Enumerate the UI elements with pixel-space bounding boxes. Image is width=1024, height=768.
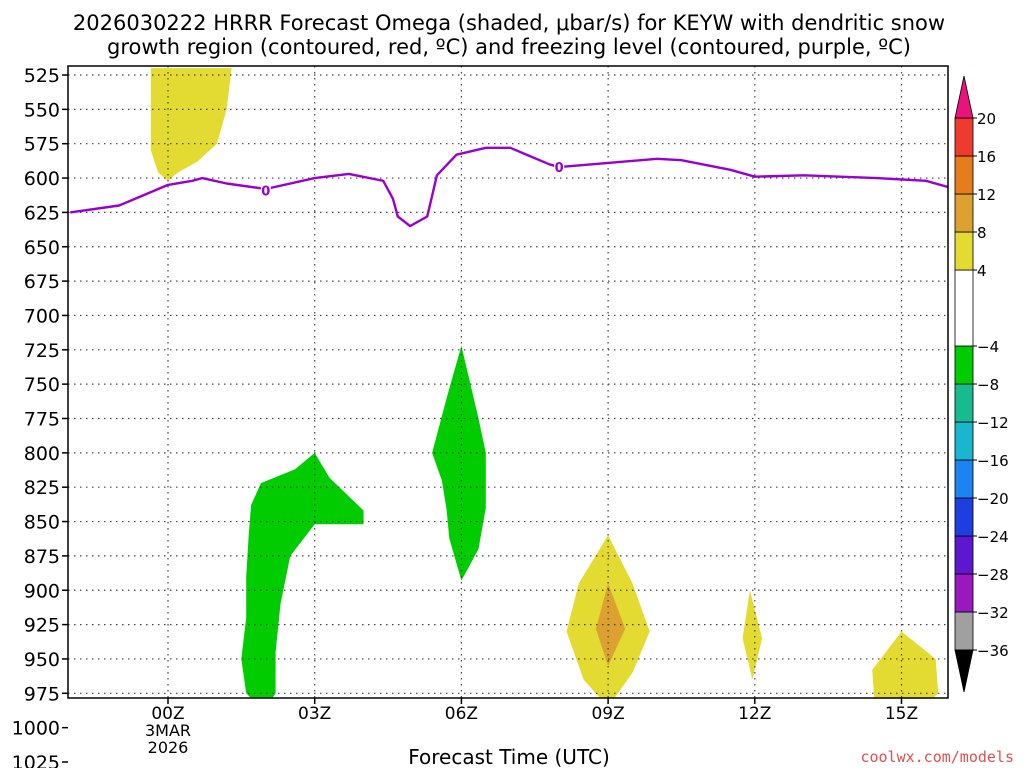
y-tick-label-550: 550 [24, 99, 60, 121]
y-tick-label-800: 800 [24, 443, 60, 465]
freezing-level-label-2: 0 [555, 161, 564, 176]
y-tick-label-525: 525 [24, 65, 60, 87]
y-tick-label-775: 775 [24, 409, 60, 431]
x-tick-label-15Z: 15Z [885, 704, 918, 724]
y-tick-label-900: 900 [24, 580, 60, 602]
y-tick-label-750: 750 [24, 374, 60, 396]
colorbar-bin-5 [954, 459, 974, 499]
colorbar-bottom-arrow [954, 649, 974, 693]
colorbar-bin-11 [954, 193, 974, 233]
x-axis-title: Forecast Time (UTC) [408, 745, 610, 768]
y-tick-label-625: 625 [24, 202, 60, 224]
colorbar-label-5: 4 [977, 262, 987, 280]
colorbar-label-6: −4 [977, 338, 999, 356]
credit-text: coolwx.com/models [860, 748, 1014, 766]
colorbar-bin-10 [954, 231, 974, 271]
colorbar-bin-4 [954, 497, 974, 537]
colorbar-bin-6 [954, 421, 974, 461]
colorbar-top-arrow [954, 75, 974, 119]
colorbar-label-9: −16 [977, 452, 1009, 470]
date-label-year: 2026 [148, 738, 189, 757]
y-tick-label-975: 975 [24, 683, 60, 705]
y-tick-label-700: 700 [24, 305, 60, 327]
x-tick-label-09Z: 09Z [591, 704, 624, 724]
colorbar-label-14: −36 [977, 642, 1009, 660]
date-label-month: 3MAR [145, 721, 191, 740]
colorbar-bin-1 [954, 611, 974, 651]
y-tick-label-850: 850 [24, 512, 60, 534]
y-tick-label-950: 950 [24, 649, 60, 671]
x-tick-label-00Z: 00Z [151, 704, 184, 724]
colorbar-bin-12 [954, 155, 974, 195]
omega-region-6 [742, 590, 763, 680]
freezing-level-label-1: 0 [261, 184, 270, 199]
omega-region-7 [872, 631, 939, 698]
colorbar-label-13: −32 [977, 604, 1009, 622]
omega-region-2 [241, 452, 364, 698]
y-tick-label-925: 925 [24, 615, 60, 637]
colorbar-bin-3 [954, 535, 974, 575]
y-tick-label-600: 600 [24, 168, 60, 190]
colorbar-label-3: 12 [977, 186, 996, 204]
y-tick-label-875: 875 [24, 546, 60, 568]
colorbar-bin-8 [954, 345, 974, 385]
axes: 525 550 575 600 625 650 675 700 725 750 775 800 825 8… [12, 65, 949, 768]
omega-region-1 [150, 68, 232, 181]
plot-area: 00 [68, 66, 948, 698]
colorbar-label-11: −24 [977, 528, 1009, 546]
colorbar-bin-9 [954, 269, 974, 347]
colorbar-label-10: −20 [977, 490, 1009, 508]
colorbar-bin-13 [954, 117, 974, 157]
omega-region-5 [595, 583, 626, 666]
y-tick-label-650: 650 [24, 237, 60, 259]
freezing-label-bg-1 [260, 182, 271, 198]
y-tick-label-675: 675 [24, 271, 60, 293]
plot-content: 00 [68, 66, 948, 698]
colorbar-label-7: −8 [977, 376, 999, 394]
x-tick-label-12Z: 12Z [738, 704, 771, 724]
x-tick-label-06Z: 06Z [445, 704, 478, 724]
omega-region-3 [432, 345, 486, 581]
colorbar-label-2: 16 [977, 148, 996, 166]
y-tick-label-575: 575 [24, 134, 60, 156]
chart-title-line-1: 2026030222 HRRR Forecast Omega (shaded, … [73, 11, 945, 35]
colorbar-label-12: −28 [977, 566, 1009, 584]
y-tick-label-1025: 1025 [12, 752, 60, 768]
y-tick-label-1000: 1000 [12, 718, 60, 740]
colorbar-label-4: 8 [977, 224, 987, 242]
colorbar: 20 16 12 8 4 −4 −8 −12 −16 −20 −24 −28 −32 −36 [954, 75, 1009, 693]
colorbar-bin-2 [954, 573, 974, 613]
chart-title-line-2: growth region (contoured, red, ºC) and f… [107, 35, 911, 59]
x-tick-label-03Z: 03Z [298, 704, 331, 724]
colorbar-label-1: 20 [977, 110, 996, 128]
colorbar-bin-7 [954, 383, 974, 423]
freezing-label-bg-2 [554, 159, 565, 175]
y-tick-label-825: 825 [24, 477, 60, 499]
freezing-level-line [70, 146, 948, 228]
colorbar-label-8: −12 [977, 414, 1009, 432]
plot-frame [67, 65, 949, 699]
y-tick-label-725: 725 [24, 340, 60, 362]
